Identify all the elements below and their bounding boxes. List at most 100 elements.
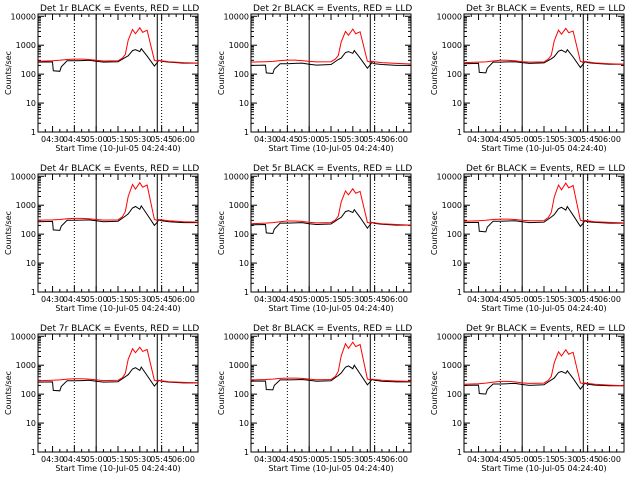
x-tick-label: 05:15 <box>319 295 342 304</box>
panel-title: Det 4r BLACK = Events, RED = LLD <box>40 164 199 174</box>
x-tick-label: 05:00 <box>511 295 534 304</box>
x-tick-label: 04:30 <box>467 455 490 464</box>
series-events-line <box>250 49 411 75</box>
y-tick-label: 1 <box>244 448 249 457</box>
panel-title: Det 8r BLACK = Events, RED = LLD <box>253 324 412 334</box>
series-lld-line <box>250 341 412 382</box>
x-tick-label: 04:45 <box>276 455 299 464</box>
series-events-line <box>37 366 198 392</box>
x-tick-label: 05:45 <box>576 135 599 144</box>
x-tick-label: 04:45 <box>276 135 299 144</box>
y-tick-label: 100 <box>447 390 462 399</box>
x-tick-label: 05:00 <box>511 455 534 464</box>
y-axis-label: Counts/sec <box>217 51 226 95</box>
x-tick-label: 06:00 <box>385 135 408 144</box>
plot-frame <box>37 13 199 133</box>
panel-title: Det 1r BLACK = Events, RED = LLD <box>40 4 199 14</box>
x-tick-label: 04:30 <box>41 135 64 144</box>
x-tick-label: 04:30 <box>467 135 490 144</box>
x-tick-label: 05:15 <box>106 295 129 304</box>
y-tick-label: 100 <box>447 70 462 79</box>
y-tick-label: 10000 <box>437 332 462 341</box>
x-tick-label: 06:00 <box>598 455 621 464</box>
plot-frame <box>250 13 412 133</box>
x-tick-label: 04:30 <box>41 295 64 304</box>
x-tick-label: 05:45 <box>363 295 386 304</box>
plot-frame <box>463 333 625 453</box>
series-events-line <box>250 364 411 391</box>
y-tick-label: 1000 <box>229 361 249 370</box>
series-lld-line <box>463 27 625 65</box>
x-tick-label: 05:30 <box>554 455 577 464</box>
y-tick-label: 1 <box>457 288 462 297</box>
x-tick-label: 05:45 <box>576 295 599 304</box>
x-axis-label: Start Time (10-Jul-05 04:24:40) <box>55 464 180 473</box>
x-axis-label: Start Time (10-Jul-05 04:24:40) <box>268 304 393 313</box>
panel-det-3r: Det 3r BLACK = Events, RED = LLD 1 10 100 10… <box>430 4 625 153</box>
x-tick-label: 04:45 <box>63 295 86 304</box>
y-tick-label: 10 <box>452 419 462 428</box>
x-axis-label: Start Time (10-Jul-05 04:24:40) <box>481 144 606 153</box>
y-tick-label: 100 <box>447 230 462 239</box>
x-tick-label: 04:45 <box>489 295 512 304</box>
x-tick-label: 05:30 <box>554 295 577 304</box>
y-tick-label: 10000 <box>11 12 36 21</box>
y-tick-label: 100 <box>21 390 36 399</box>
y-tick-label: 100 <box>21 70 36 79</box>
y-tick-label: 100 <box>234 230 249 239</box>
panel-det-8r: Det 8r BLACK = Events, RED = LLD 1 10 100 10… <box>217 324 412 473</box>
x-tick-label: 05:15 <box>532 135 555 144</box>
x-tick-label: 05:45 <box>150 135 173 144</box>
x-tick-label: 05:15 <box>106 135 129 144</box>
x-tick-label: 04:45 <box>489 135 512 144</box>
y-tick-label: 10 <box>26 259 36 268</box>
x-tick-label: 04:45 <box>489 455 512 464</box>
y-tick-label: 1000 <box>16 41 36 50</box>
y-tick-label: 10000 <box>437 172 462 181</box>
x-tick-label: 05:30 <box>341 135 364 144</box>
y-tick-label: 10000 <box>11 332 36 341</box>
plot-frame <box>37 173 199 293</box>
x-tick-label: 04:45 <box>63 135 86 144</box>
y-tick-label: 10 <box>26 419 36 428</box>
x-tick-label: 05:30 <box>128 135 151 144</box>
y-tick-label: 10000 <box>11 172 36 181</box>
plot-frame <box>37 333 199 453</box>
y-tick-label: 100 <box>21 230 36 239</box>
y-tick-label: 1 <box>244 288 249 297</box>
x-tick-label: 06:00 <box>385 295 408 304</box>
y-tick-label: 1000 <box>442 41 462 50</box>
series-lld-line <box>463 348 625 387</box>
x-tick-label: 05:15 <box>106 455 129 464</box>
x-axis-label: Start Time (10-Jul-05 04:24:40) <box>268 144 393 153</box>
x-tick-label: 05:15 <box>532 295 555 304</box>
y-tick-label: 10 <box>452 99 462 108</box>
panel-det-7r: Det 7r BLACK = Events, RED = LLD 1 10 100 10… <box>4 324 199 473</box>
series-lld-line <box>37 346 199 384</box>
x-tick-label: 05:00 <box>85 135 108 144</box>
y-tick-label: 1000 <box>16 361 36 370</box>
y-axis-label: Counts/sec <box>217 371 226 415</box>
y-tick-label: 1 <box>457 128 462 137</box>
x-tick-label: 06:00 <box>598 135 621 144</box>
x-tick-label: 04:30 <box>467 295 490 304</box>
y-axis-label: Counts/sec <box>4 211 13 255</box>
plot-frame <box>250 173 412 293</box>
series-lld-line <box>250 28 412 65</box>
plot-frame <box>463 173 625 293</box>
panel-det-5r: Det 5r BLACK = Events, RED = LLD 1 10 100 10… <box>217 164 412 313</box>
x-tick-label: 06:00 <box>385 455 408 464</box>
x-tick-label: 05:15 <box>319 135 342 144</box>
y-tick-label: 10000 <box>224 172 249 181</box>
y-axis-label: Counts/sec <box>217 211 226 255</box>
x-tick-label: 05:30 <box>554 135 577 144</box>
x-tick-label: 04:45 <box>276 295 299 304</box>
y-tick-label: 10 <box>239 419 249 428</box>
y-tick-label: 1000 <box>16 201 36 210</box>
x-tick-label: 05:30 <box>341 295 364 304</box>
y-axis-label: Counts/sec <box>430 371 439 415</box>
panel-det-9r: Det 9r BLACK = Events, RED = LLD 1 10 100 10… <box>430 324 625 473</box>
y-tick-label: 1000 <box>442 201 462 210</box>
